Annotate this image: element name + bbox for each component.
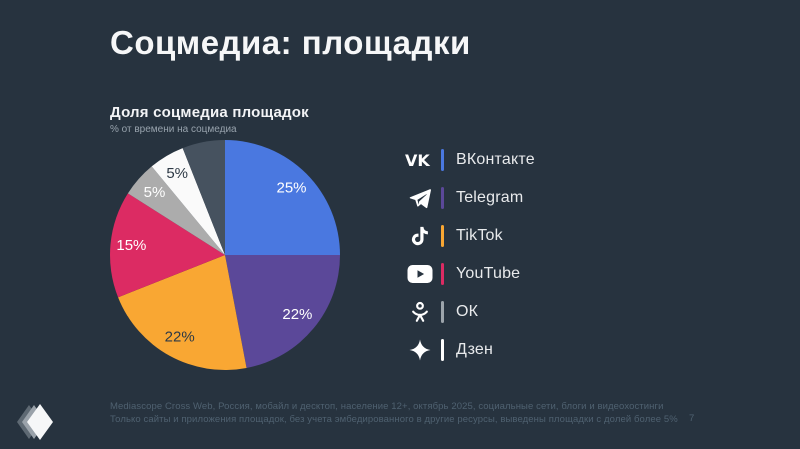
- ok-icon: [403, 299, 437, 325]
- legend-item-youtube: YouTube: [403, 255, 535, 293]
- pie-slice: [110, 193, 225, 298]
- pie-slice-label: 22%: [282, 306, 312, 323]
- pie-chart: 25% 22% 22% 15% 5%5%: [110, 140, 340, 370]
- legend-color-bar: [441, 149, 444, 171]
- legend-color-bar: [441, 187, 444, 209]
- legend-color-bar: [441, 225, 444, 247]
- tiktok-icon: [403, 224, 437, 248]
- page-number: 7: [689, 413, 695, 424]
- pie-chart-area: 25% 22% 22% 15% 5% 5%: [110, 140, 340, 370]
- pie-slice: [127, 166, 225, 255]
- chart-subtitle: % от времени на соцмедиа: [110, 124, 237, 135]
- legend-item-tiktok: TikTok: [403, 217, 535, 255]
- legend-label: ВКонтакте: [456, 151, 535, 168]
- pie-slice: [225, 255, 340, 368]
- svg-text:VK: VK: [405, 151, 430, 170]
- pie-slice: [118, 255, 247, 370]
- legend-label: Telegram: [456, 189, 524, 206]
- vk-icon: VK: [403, 149, 437, 171]
- footnote-line-1: Mediascope Cross Web, Россия, мобайл и д…: [110, 401, 664, 412]
- pie-slice-label: 5%: [144, 184, 166, 201]
- zen-icon: [403, 338, 437, 362]
- telegram-icon: [403, 186, 437, 210]
- legend-label: ОК: [456, 303, 479, 320]
- page-title: Соцмедиа: площадки: [110, 24, 471, 61]
- pie-slice-label: 5%: [166, 165, 188, 182]
- youtube-icon: [403, 264, 437, 284]
- legend-label: Дзен: [456, 341, 494, 358]
- legend-item-ok: ОК: [403, 293, 535, 331]
- legend: VK ВКонтакте Telegram TikTok YouTube: [403, 141, 535, 369]
- legend-item-telegram: Telegram: [403, 179, 535, 217]
- pie-slice: [182, 140, 225, 255]
- legend-item-zen: Дзен: [403, 331, 535, 369]
- legend-color-bar: [441, 339, 444, 361]
- pie-slice-label: 25%: [276, 179, 306, 196]
- legend-item-vkontakte: VK ВКонтакте: [403, 141, 535, 179]
- pie-slice: [225, 140, 340, 255]
- chart-title: Доля соцмедиа площадок: [110, 104, 309, 121]
- mediascope-logo: [12, 401, 58, 448]
- legend-color-bar: [441, 263, 444, 285]
- pie-slice-label: 15%: [116, 237, 146, 254]
- legend-label: YouTube: [456, 265, 521, 282]
- pie-slice: [151, 148, 225, 255]
- pie-slice-label: 22%: [165, 328, 195, 345]
- legend-color-bar: [441, 301, 444, 323]
- legend-label: TikTok: [456, 227, 503, 244]
- footnote-line-2: Только сайты и приложения площадок, без …: [110, 414, 678, 425]
